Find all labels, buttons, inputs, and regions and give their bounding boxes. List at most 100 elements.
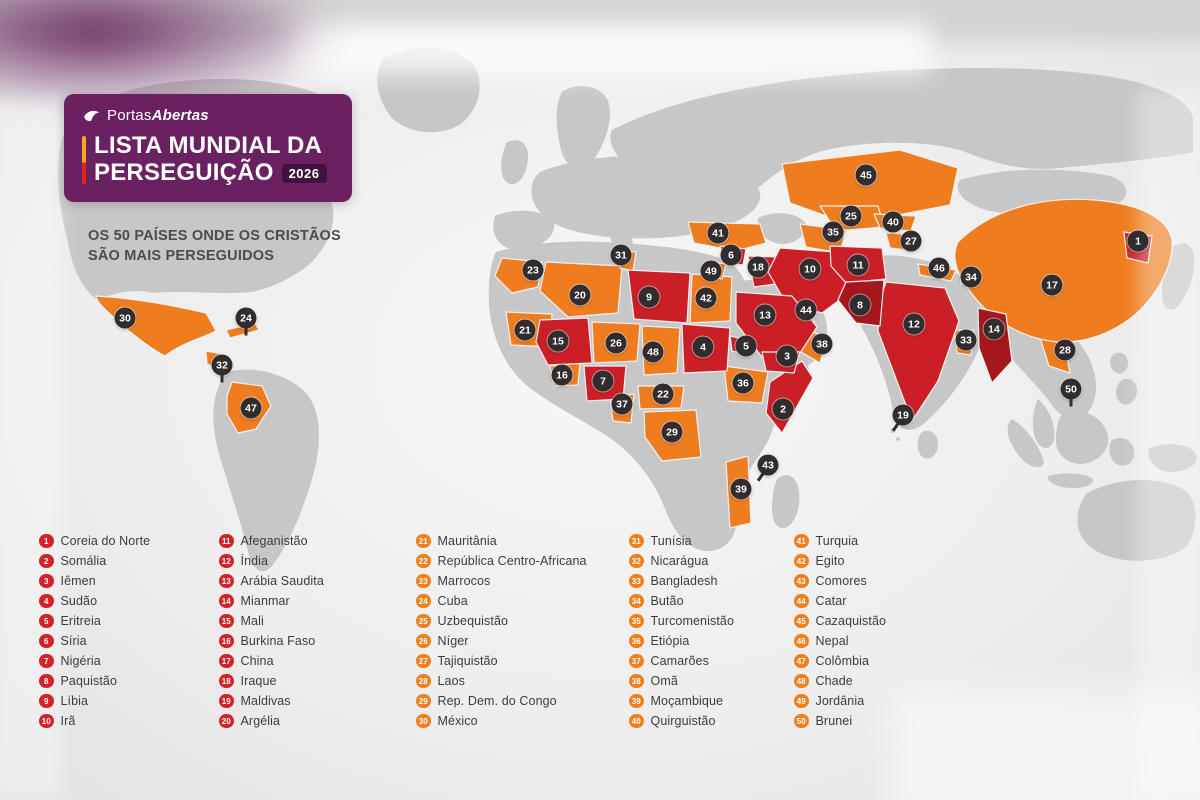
- country-name: Camarões: [650, 654, 709, 668]
- legend-column-5: 41 Turquia 42 Egito 43 Comores 44 Catar 45 Cazaqu…: [794, 531, 964, 731]
- country-name: Jordânia: [815, 694, 865, 708]
- map-marker-43: 43: [757, 454, 779, 476]
- rank-badge: 48: [794, 673, 809, 689]
- rank-badge: 29: [416, 693, 431, 709]
- borneo: [1055, 411, 1109, 464]
- legend-item-34: 34 Butão: [629, 591, 794, 611]
- country-name: Cuba: [437, 594, 468, 608]
- country-kazakhstan: [781, 149, 959, 222]
- legend-item-45: 45 Cazaquistão: [794, 611, 964, 631]
- map-marker-40: 40: [882, 211, 904, 233]
- rank-badge: 21: [416, 533, 431, 549]
- legend-item-21: 21 Mauritânia: [416, 531, 629, 551]
- country-name: Chade: [815, 674, 853, 688]
- country-name: Mali: [240, 614, 264, 628]
- country-name: Burkina Faso: [240, 634, 316, 648]
- map-marker-28: 28: [1054, 339, 1076, 361]
- brand-name-regular: Portas: [107, 107, 152, 124]
- rank-badge: 2: [39, 553, 54, 569]
- legend-item-15: 15 Mali: [219, 611, 416, 631]
- country-name: Marrocos: [437, 574, 491, 588]
- legend-item-17: 17 China: [219, 651, 416, 671]
- country-name: Irã: [60, 714, 76, 728]
- rank-badge: 31: [629, 533, 644, 549]
- legend-item-19: 19 Maldivas: [219, 691, 416, 711]
- map-marker-35: 35: [822, 221, 844, 243]
- country-name: Níger: [437, 634, 469, 648]
- country-name: Butão: [650, 594, 684, 608]
- map-marker-6: 6: [720, 244, 742, 266]
- legend-column-4: 31 Tunísia 32 Nicarágua 33 Bangladesh 34 Butão 3…: [629, 531, 794, 731]
- rank-badge: 43: [794, 573, 809, 589]
- madagascar: [771, 475, 800, 529]
- rank-badge: 34: [629, 593, 644, 609]
- subtitle-line-2: SÃO MAIS PERSEGUIDOS: [88, 248, 275, 265]
- rank-badge: 38: [629, 673, 644, 689]
- title-line-2-row: PERSEGUIÇÃO 2026: [94, 159, 336, 187]
- rank-badge: 20: [219, 713, 234, 729]
- rank-badge: 3: [39, 573, 54, 589]
- brand-name-italic: Abertas: [151, 107, 209, 124]
- philippines-north: [1109, 352, 1128, 374]
- rank-badge: 16: [219, 633, 234, 649]
- legend-item-26: 26 Níger: [416, 631, 629, 651]
- country-name: Bangladesh: [650, 574, 718, 588]
- country-name: Coreia do Norte: [60, 534, 151, 548]
- legend-item-7: 7 Nigéria: [39, 651, 219, 671]
- map-marker-33: 33: [955, 329, 977, 351]
- rank-badge: 33: [629, 573, 644, 589]
- rank-badge: 25: [416, 613, 431, 629]
- map-marker-29: 29: [661, 421, 683, 443]
- map-marker-38: 38: [811, 333, 833, 355]
- scandinavia: [556, 86, 611, 169]
- java: [1047, 473, 1094, 488]
- map-marker-49: 49: [700, 260, 722, 282]
- rank-badge: 46: [794, 633, 809, 649]
- country-name: Índia: [240, 554, 269, 568]
- legend-item-47: 47 Colômbia: [794, 651, 964, 671]
- rank-badge: 22: [416, 553, 431, 569]
- map-marker-22: 22: [652, 383, 674, 405]
- rank-badge: 30: [416, 713, 431, 729]
- legend-item-48: 48 Chade: [794, 671, 964, 691]
- rank-badge: 5: [39, 613, 54, 629]
- russia: [610, 67, 1193, 197]
- rank-badge: 23: [416, 573, 431, 589]
- map-marker-42: 42: [695, 287, 717, 309]
- country-name: Colômbia: [815, 654, 870, 668]
- legend-item-16: 16 Burkina Faso: [219, 631, 416, 651]
- map-marker-46: 46: [928, 257, 950, 279]
- rank-badge: 37: [629, 653, 644, 669]
- map-marker-15: 15: [547, 330, 569, 352]
- caucasus: [757, 213, 806, 245]
- country-name: Somália: [60, 554, 107, 568]
- map-marker-13: 13: [754, 304, 776, 326]
- rank-badge: 17: [219, 653, 234, 669]
- title-block: LISTA MUNDIAL DA PERSEGUIÇÃO 2026: [82, 132, 336, 187]
- country-name: Rep. Dem. do Congo: [437, 694, 557, 708]
- rank-badge: 8: [39, 673, 54, 689]
- philippines-south: [1116, 378, 1138, 405]
- map-marker-14: 14: [983, 318, 1005, 340]
- map-marker-16: 16: [551, 364, 573, 386]
- map-marker-5: 5: [735, 335, 757, 357]
- legend-item-42: 42 Egito: [794, 551, 964, 571]
- legend-item-1: 1 Coreia do Norte: [39, 531, 219, 551]
- legend-item-30: 30 México: [416, 711, 629, 731]
- legend-item-20: 20 Argélia: [219, 711, 416, 731]
- map-marker-3: 3: [776, 345, 798, 367]
- map-marker-34: 34: [960, 266, 982, 288]
- british-isles: [501, 140, 528, 185]
- legend-item-44: 44 Catar: [794, 591, 964, 611]
- map-marker-30: 30: [114, 307, 136, 329]
- map-marker-11: 11: [847, 254, 869, 276]
- map-marker-8: 8: [849, 294, 871, 316]
- legend-item-24: 24 Cuba: [416, 591, 629, 611]
- map-marker-21: 21: [514, 319, 536, 341]
- country-name: Egito: [815, 554, 845, 568]
- country-name: Catar: [815, 594, 847, 608]
- sumatra: [1007, 419, 1044, 468]
- rank-badge: 32: [629, 553, 644, 569]
- rank-badge: 40: [629, 713, 644, 729]
